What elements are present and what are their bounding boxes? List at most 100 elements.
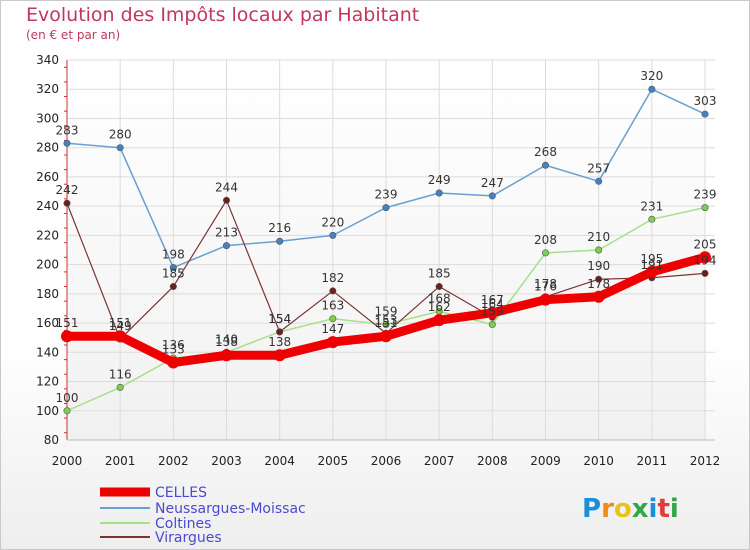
- data-label: 168: [428, 291, 451, 305]
- data-label: 268: [534, 145, 557, 159]
- data-label: 151: [375, 316, 398, 330]
- data-point: [541, 249, 549, 257]
- data-label: 247: [481, 176, 504, 190]
- data-label: 151: [109, 316, 132, 330]
- data-label: 164: [481, 297, 504, 311]
- data-label: 283: [56, 123, 79, 137]
- y-tick-label: 100: [36, 404, 59, 418]
- data-point: [273, 349, 286, 362]
- data-label: 208: [534, 233, 557, 247]
- data-point: [329, 315, 337, 323]
- data-point: [329, 231, 337, 239]
- legend-label: CELLES: [155, 485, 207, 501]
- data-point: [169, 283, 177, 291]
- y-tick-label: 260: [36, 170, 59, 184]
- data-label: 210: [587, 230, 610, 244]
- chart-subtitle: (en € et par an): [26, 28, 121, 42]
- legend-label: Coltines: [155, 516, 211, 532]
- data-label: 100: [56, 391, 79, 405]
- y-tick-label: 340: [36, 53, 59, 67]
- data-point: [699, 251, 711, 264]
- x-tick-label: 2006: [371, 454, 402, 468]
- data-point: [595, 246, 603, 254]
- data-label: 242: [56, 183, 79, 197]
- chart-title: Evolution des Impôts locaux par Habitant: [26, 4, 420, 26]
- data-point: [648, 215, 656, 223]
- data-label: 116: [109, 367, 132, 381]
- data-label: 138: [268, 335, 291, 349]
- y-tick-label: 160: [36, 316, 59, 330]
- data-point: [645, 265, 658, 278]
- data-point: [276, 237, 284, 245]
- data-label: 198: [162, 248, 185, 262]
- data-label: 231: [640, 199, 663, 213]
- data-point: [276, 328, 284, 336]
- x-tick-label: 2011: [637, 454, 668, 468]
- data-label: 257: [587, 161, 610, 175]
- y-tick-label: 220: [36, 228, 59, 242]
- data-label: 213: [215, 226, 238, 240]
- y-tick-label: 320: [36, 82, 59, 96]
- data-label: 303: [694, 94, 717, 108]
- x-tick-label: 2008: [477, 454, 508, 468]
- y-tick-label: 180: [36, 287, 59, 301]
- data-point: [63, 407, 71, 415]
- data-label: 140: [215, 332, 238, 346]
- data-label: 185: [428, 267, 451, 281]
- data-label: 220: [321, 215, 344, 229]
- data-label: 159: [375, 305, 398, 319]
- data-label: 154: [268, 312, 291, 326]
- x-tick-label: 2002: [158, 454, 189, 468]
- data-point: [61, 330, 73, 343]
- y-tick-label: 280: [36, 141, 59, 155]
- data-label: 133: [162, 343, 185, 357]
- data-point: [541, 161, 549, 169]
- data-point: [326, 336, 339, 349]
- data-point: [63, 199, 71, 207]
- data-label: 244: [215, 180, 238, 194]
- data-point: [382, 204, 390, 212]
- data-label: 191: [640, 258, 663, 272]
- data-label: 249: [428, 173, 451, 187]
- data-label: 159: [481, 305, 504, 319]
- data-label: 216: [268, 221, 291, 235]
- y-tick-label: 140: [36, 345, 59, 359]
- data-point: [539, 293, 552, 306]
- data-point: [63, 139, 71, 147]
- data-point: [167, 356, 180, 369]
- data-label: 239: [375, 188, 398, 202]
- data-point: [488, 321, 496, 329]
- data-label: 154: [268, 312, 291, 326]
- data-point: [223, 196, 231, 204]
- data-label: 195: [640, 252, 663, 266]
- x-tick-label: 2005: [318, 454, 349, 468]
- data-point: [169, 264, 177, 272]
- y-tick-label: 300: [36, 111, 59, 125]
- data-label: 136: [162, 338, 185, 352]
- data-point: [433, 314, 446, 327]
- data-point: [220, 349, 233, 362]
- data-label: 176: [534, 280, 557, 294]
- x-tick-label: 2007: [424, 454, 455, 468]
- data-point: [486, 306, 499, 319]
- x-tick-label: 2004: [264, 454, 295, 468]
- x-tick-label: 2009: [530, 454, 561, 468]
- data-label: 205: [694, 237, 717, 251]
- data-label: 182: [321, 271, 344, 285]
- data-label: 280: [109, 128, 132, 142]
- data-label: 153: [375, 313, 398, 327]
- data-label: 194: [694, 253, 717, 267]
- data-point: [595, 275, 603, 283]
- data-label: 138: [215, 335, 238, 349]
- y-tick-label: 80: [44, 433, 59, 447]
- x-tick-label: 2000: [52, 454, 83, 468]
- y-tick-label: 240: [36, 199, 59, 213]
- data-point: [116, 144, 124, 152]
- legend-label: Virargues: [155, 530, 222, 546]
- data-point: [648, 85, 656, 93]
- x-tick-label: 2012: [690, 454, 721, 468]
- data-point: [701, 204, 709, 212]
- data-label: 178: [534, 277, 557, 291]
- x-tick-label: 2003: [211, 454, 242, 468]
- data-point: [116, 383, 124, 391]
